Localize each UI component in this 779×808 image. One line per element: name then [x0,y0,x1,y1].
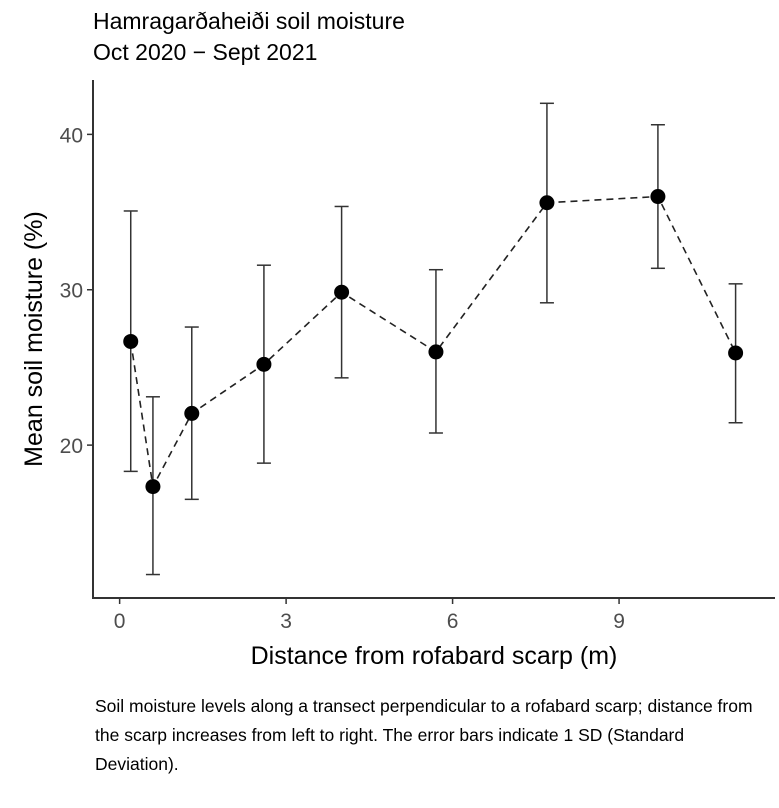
x-axis-label: Distance from rofabard scarp (m) [251,642,618,670]
data-points [123,189,744,495]
chart-subtitle: Oct 2020 − Sept 2021 [93,39,317,65]
y-tick-label: 40 [60,124,83,147]
data-point [145,479,161,495]
x-tick-label: 6 [447,610,459,633]
data-point [428,344,444,360]
error-bars [123,102,743,576]
data-point [539,195,555,211]
figure-caption: Soil moisture levels along a transect pe… [95,696,753,774]
dashed-line [129,195,737,490]
data-point [184,405,200,421]
y-tick-label: 20 [60,435,83,458]
data-point [123,333,139,349]
y-axis-label: Mean soil moisture (%) [20,211,48,467]
x-tick-label: 9 [613,610,625,633]
x-tick-label: 3 [280,610,292,633]
series-line [129,195,737,490]
data-point [256,356,272,372]
data-point [728,345,744,361]
chart-title: Hamragarðaheiði soil moisture [93,8,405,34]
x-tick-label: 0 [114,610,126,633]
axes: 0 3 6 9 20 30 40 [60,80,775,633]
data-point [650,189,666,205]
data-point [334,284,350,300]
chart: Hamragarðaheiði soil moisture Oct 2020 −… [20,8,775,670]
y-tick-label: 30 [60,280,83,303]
